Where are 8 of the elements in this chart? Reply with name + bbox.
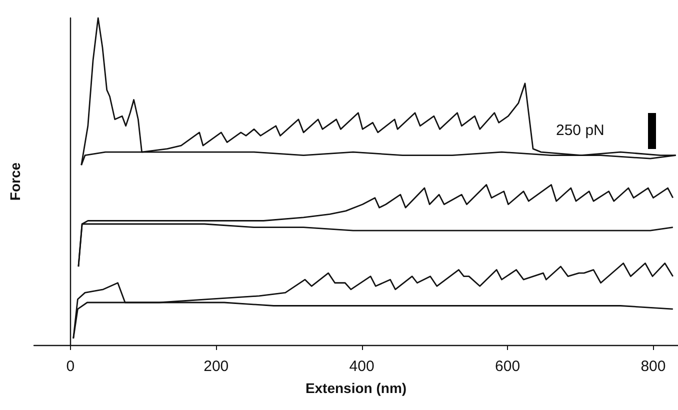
x-tick-label: 600 [495,358,520,375]
x-tick-label: 800 [640,358,666,375]
x-axis-title: Extension (nm) [305,380,407,396]
x-tick-label: 400 [349,358,374,375]
x-tick-label: 200 [204,358,229,375]
y-axis-title: Force [7,162,23,201]
x-tick-label: 0 [66,358,75,375]
annotation: 250 pN [556,122,604,139]
